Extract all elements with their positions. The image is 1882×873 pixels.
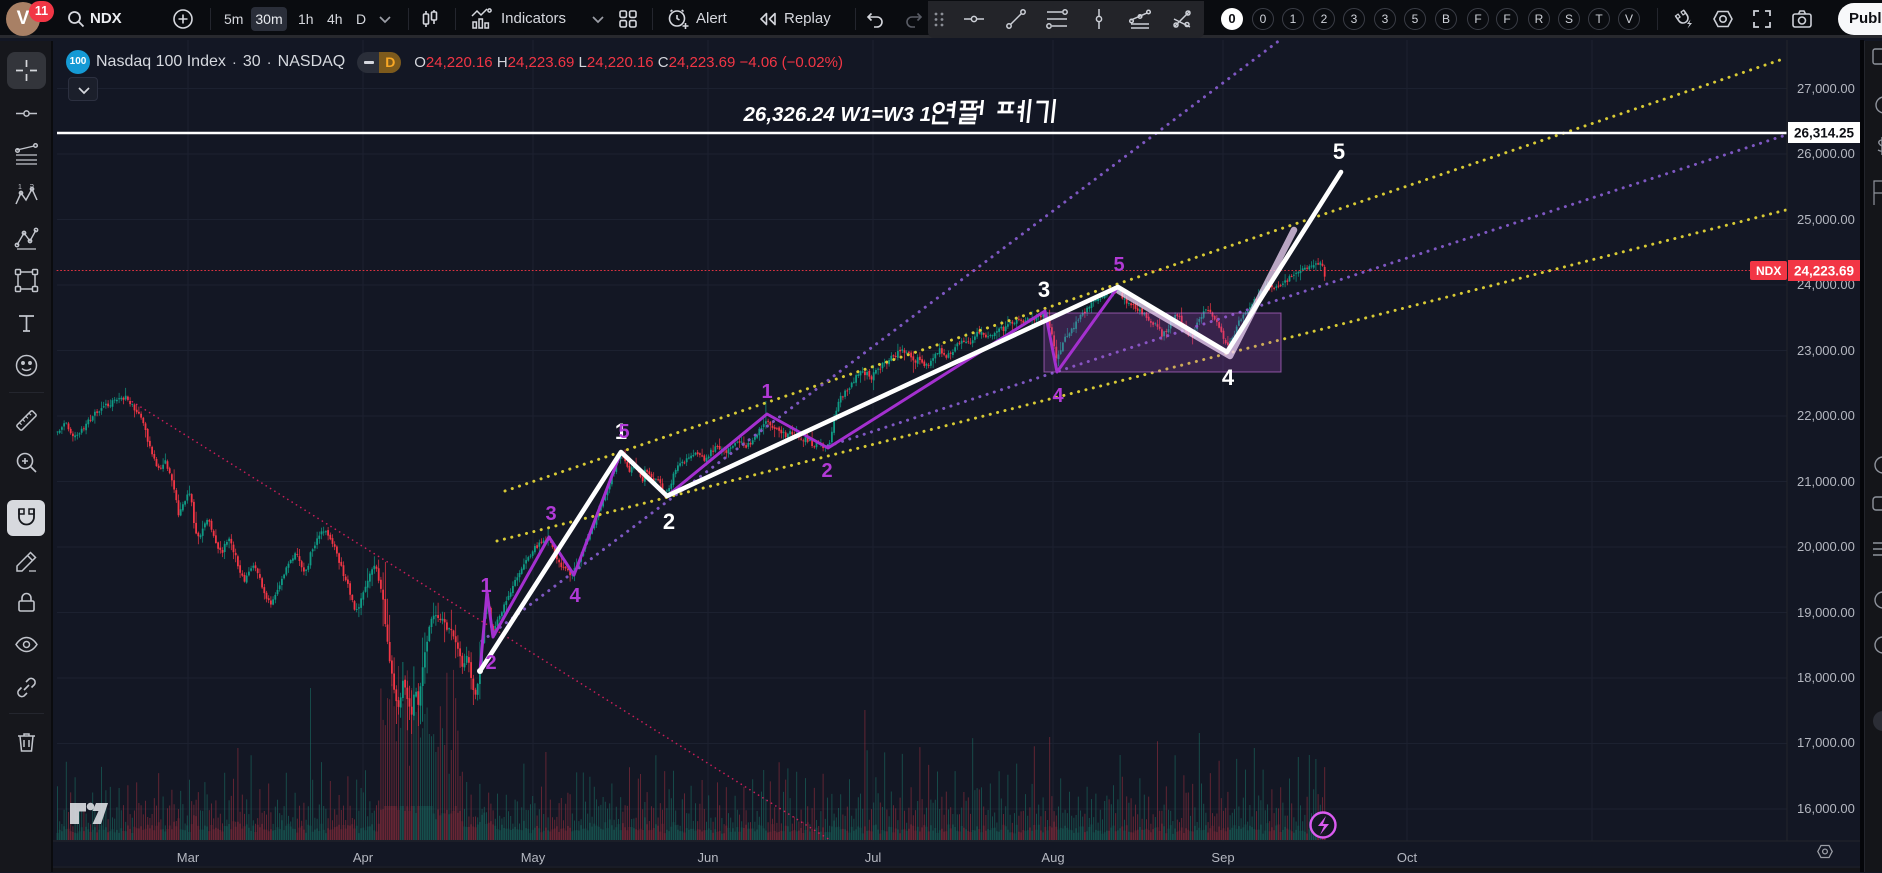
- svg-text:26,326.24 W1=W3 1: 26,326.24 W1=W3 1: [743, 103, 931, 126]
- svg-text:Sep: Sep: [1211, 850, 1234, 865]
- svg-text:1: 1: [18, 184, 22, 191]
- svg-text:NDX: NDX: [1756, 264, 1781, 278]
- svg-text:26,000.00: 26,000.00: [1797, 146, 1855, 161]
- svg-text:5: 5: [1333, 139, 1345, 164]
- svg-text:27,000.00: 27,000.00: [1797, 81, 1855, 96]
- svg-text:19,000.00: 19,000.00: [1797, 605, 1855, 620]
- svg-text:1: 1: [761, 381, 772, 403]
- svg-text:22,000.00: 22,000.00: [1797, 408, 1855, 423]
- svg-text:2: 2: [485, 652, 496, 674]
- svg-text:Mar: Mar: [177, 850, 200, 865]
- svg-text:4: 4: [1052, 385, 1064, 407]
- svg-text:23,000.00: 23,000.00: [1797, 343, 1855, 358]
- svg-text:1: 1: [615, 419, 627, 444]
- svg-text:5: 5: [1113, 254, 1124, 276]
- svg-text:25,000.00: 25,000.00: [1797, 212, 1855, 227]
- svg-text:18,000.00: 18,000.00: [1797, 670, 1855, 685]
- svg-text:17,000.00: 17,000.00: [1797, 735, 1855, 750]
- svg-text:5: 5: [618, 421, 629, 443]
- svg-text:Apr: Apr: [353, 850, 374, 865]
- svg-text:Jun: Jun: [698, 850, 719, 865]
- svg-text:1: 1: [480, 575, 491, 597]
- svg-text:16,000.00: 16,000.00: [1797, 801, 1855, 816]
- svg-text:4: 4: [1222, 365, 1235, 390]
- svg-text:4: 4: [569, 585, 581, 607]
- svg-text:5: 5: [30, 184, 34, 190]
- svg-text:24,223.69: 24,223.69: [1794, 264, 1854, 279]
- svg-text:Jul: Jul: [865, 850, 882, 865]
- svg-text:Aug: Aug: [1041, 850, 1064, 865]
- svg-text:3: 3: [545, 503, 556, 525]
- svg-text:21,000.00: 21,000.00: [1797, 474, 1855, 489]
- svg-text:May: May: [521, 850, 546, 865]
- svg-text:Oct: Oct: [1397, 850, 1418, 865]
- svg-text:20,000.00: 20,000.00: [1797, 539, 1855, 554]
- svg-text:26,314.25: 26,314.25: [1794, 126, 1855, 141]
- svg-text:3: 3: [1038, 277, 1050, 302]
- svg-text:2: 2: [663, 509, 675, 534]
- svg-text:2: 2: [821, 460, 832, 482]
